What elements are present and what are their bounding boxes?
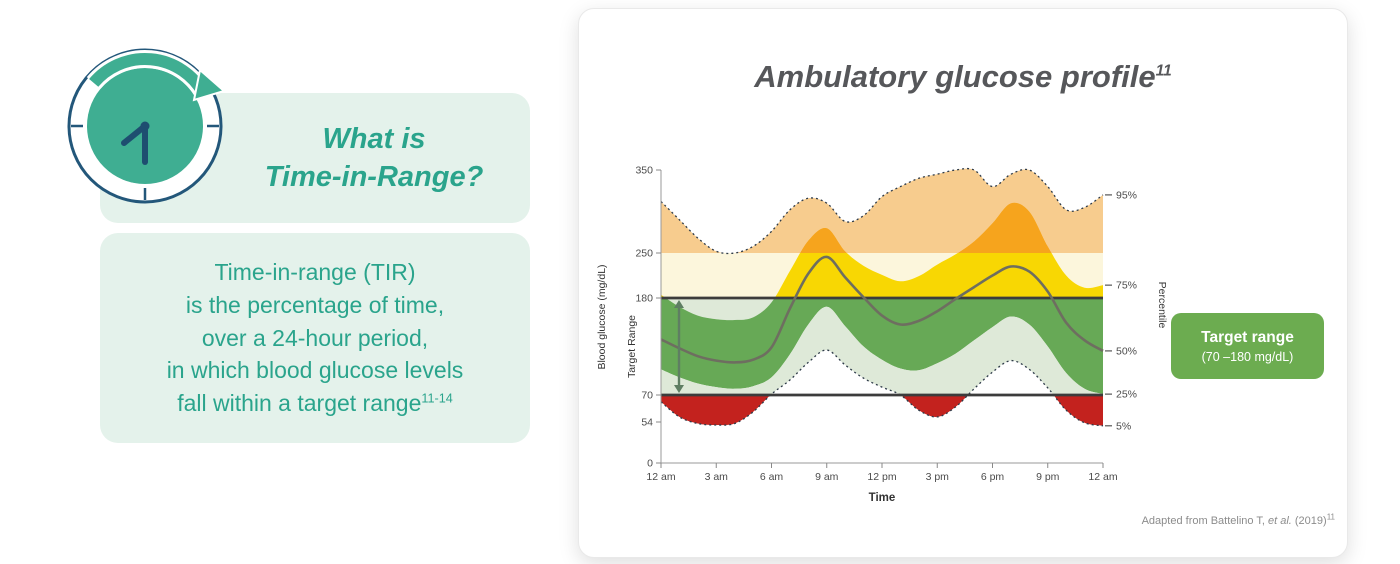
footnote: Adapted from Battelino T, et al. (2019)1…: [1141, 512, 1335, 527]
percentile-label: 50%: [1116, 345, 1137, 357]
x-tick-label: 6 pm: [981, 471, 1005, 483]
percentile-label: 75%: [1116, 280, 1137, 292]
band-25-75-high: [661, 253, 1103, 298]
x-tick-label: 3 pm: [926, 471, 950, 483]
y-tick-label: 0: [647, 458, 653, 470]
intro-text-line: in which blood glucose levels: [166, 357, 464, 384]
arrow-head-up: [674, 300, 684, 308]
chart-card: Ambulatory glucose profile11 350 250 180 70…: [578, 8, 1348, 558]
y-tick-label: 54: [641, 417, 653, 429]
y-axis-title: Blood glucose (mg/dL): [596, 264, 608, 369]
target-range-axis-title: Target Range: [626, 315, 638, 378]
card-title-text: Ambulatory glucose profile: [754, 59, 1156, 94]
percentile-label: 25%: [1116, 389, 1137, 401]
footnote-etal: et al.: [1267, 515, 1292, 527]
target-range-values: (70 –180 mg/dL): [1201, 349, 1294, 364]
intro-citation-sup: 11-14: [421, 391, 453, 406]
intro-heading-line1: What is: [322, 122, 426, 155]
intro-text-line: Time-in-range (TIR): [214, 258, 416, 285]
x-axis-title: Time: [869, 492, 896, 504]
intro-heading-line2: Time-in-Range?: [264, 161, 484, 193]
intro-text-line5: fall within a target range: [177, 390, 422, 417]
x-tick-label: 12 pm: [867, 471, 896, 483]
target-range-label: Target range: [1201, 328, 1294, 346]
band-5-25-in-range: [661, 306, 1103, 395]
footnote-prefix: Adapted from Battelino T,: [1141, 515, 1268, 527]
arrow-head-down: [674, 385, 684, 393]
band-low: [661, 395, 1103, 426]
intro-heading: What is Time-in-Range?: [265, 120, 484, 197]
percentile-label: 5%: [1116, 420, 1131, 432]
card-title: Ambulatory glucose profile11: [579, 59, 1347, 95]
clock-icon: [60, 36, 230, 212]
y-tick-label: 350: [635, 165, 653, 177]
band-25-75-very-high: [800, 202, 1052, 253]
percentile-axis-title: Percentile: [1156, 282, 1168, 329]
intro-text-line: over a 24-hour period,: [201, 324, 429, 351]
p5-dotted-line: [660, 349, 1104, 427]
x-tick-label: 9 pm: [1036, 471, 1060, 483]
x-tick-label: 6 am: [760, 471, 784, 483]
intro-body-box: Time-in-range (TIR) is the percentage of…: [100, 233, 530, 443]
median-line: [660, 255, 1104, 364]
footnote-suffix: (2019): [1291, 515, 1327, 527]
y-tick-label: 70: [641, 390, 653, 402]
x-tick-label: 9 am: [815, 471, 839, 483]
y-tick-label: 180: [635, 293, 653, 305]
card-title-sup: 11: [1155, 62, 1172, 80]
x-tick-label: 12 am: [1088, 471, 1117, 483]
intro-text-line: is the percentage of time,: [185, 291, 445, 318]
band-25-75-in-range: [661, 298, 1103, 395]
y-tick-label: 250: [635, 248, 653, 260]
clock-icon-svg: [67, 48, 227, 204]
x-tick-label: 12 am: [646, 471, 675, 483]
agp-chart-container: 350 250 180 70 54 0 12 am 3 am 6 am 9 am 12 pm 3 pm…: [591, 155, 1191, 507]
footnote-sup: 11: [1326, 512, 1335, 522]
percentile-label: 95%: [1116, 189, 1137, 201]
intro-text-line: fall within a target range11-14: [100, 387, 530, 420]
target-range-badge: Target range (70 –180 mg/dL): [1171, 313, 1324, 379]
band-75-95-in-range: [665, 298, 775, 321]
x-tick-label: 3 am: [705, 471, 729, 483]
